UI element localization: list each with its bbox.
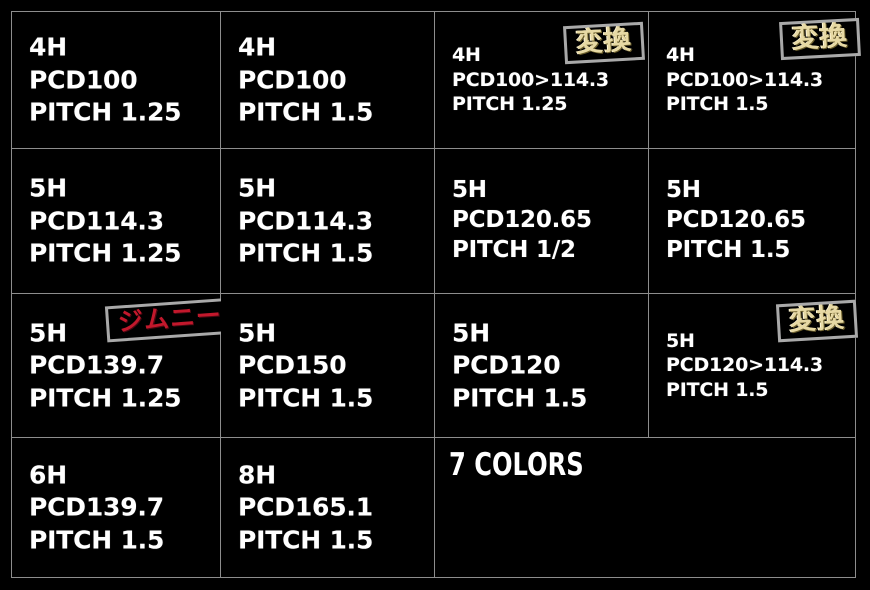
color-option-green: ✓ グリーン: [742, 484, 870, 523]
pitch-value: PITCH 1/2: [452, 236, 576, 263]
hole-count: 5H: [29, 317, 67, 347]
hole-count: 5H: [666, 329, 695, 352]
hole-count: 4H: [29, 32, 67, 62]
spec-text: 5H PCD150 PITCH 1.5: [238, 317, 373, 415]
spec-text: 5H PCD114.3 PITCH 1.5: [238, 172, 373, 270]
pitch-value: PITCH 1.25: [452, 93, 568, 116]
pitch-value: PITCH 1.5: [29, 524, 165, 554]
pcd-value: PCD150: [238, 350, 347, 380]
pcd-value: PCD100>114.3: [452, 68, 609, 91]
pitch-value: PITCH 1.25: [29, 382, 182, 412]
hole-count: 4H: [666, 43, 695, 66]
hole-count: 4H: [452, 43, 481, 66]
hole-count: 5H: [666, 177, 701, 204]
spec-text: 4H PCD100>114.3 PITCH 1.5: [666, 43, 823, 117]
colors-panel-title: 7 COLORS: [449, 447, 584, 483]
hole-count: 5H: [238, 317, 276, 347]
check-icon: ✓: [742, 495, 761, 520]
hole-count: 5H: [452, 317, 490, 347]
colors-panel: 7 COLORS ✓ ブラック ✓ パープル ✓ グリーン ✓ ブル: [419, 438, 870, 577]
spec-text: 5H PCD114.3 PITCH 1.25: [29, 172, 182, 270]
spec-text: 5H PCD120>114.3 PITCH 1.5: [666, 328, 823, 402]
spec-cell-r2c3: 5H PCD120.65 PITCH 1/2: [435, 149, 649, 294]
pcd-value: PCD139.7: [29, 350, 164, 380]
check-icon: ✓: [419, 535, 438, 560]
spec-cell-r2c4: 5H PCD120.65 PITCH 1.5: [649, 149, 855, 294]
color-option-red: ✓ レッド: [640, 524, 742, 563]
pitch-value: PITCH 1.5: [238, 97, 374, 127]
pcd-value: PCD100: [29, 64, 138, 94]
spec-cell-r1c4: 変換 4H PCD100>114.3 PITCH 1.5: [649, 12, 861, 149]
spec-grid: 4H PCD100 PITCH 1.25 4H PCD100 PITCH 1.5…: [11, 11, 870, 578]
pcd-value: PCD120: [452, 350, 561, 380]
spec-text: 8H PCD165.1 PITCH 1.5: [238, 459, 373, 557]
spec-cell-r1c2: 4H PCD100 PITCH 1.5: [221, 12, 435, 149]
spec-text: 5H PCD139.7 PITCH 1.25: [29, 317, 182, 415]
color-option-blue: ✓ ブルー: [419, 524, 521, 563]
spec-text: 4H PCD100>114.3 PITCH 1.25: [452, 43, 609, 117]
spec-cell-r2c1: 5H PCD114.3 PITCH 1.25: [12, 149, 221, 294]
hole-count: 4H: [238, 32, 276, 62]
spec-cell-r4c1: 6H PCD139.7 PITCH 1.5: [12, 438, 221, 577]
spec-text: 4H PCD100 PITCH 1.5: [238, 31, 373, 129]
color-option-gold: ✓ ゴールド: [751, 524, 870, 563]
color-option-pink: ✓ ピンク: [529, 524, 631, 563]
colors-row-1: ✓ ブラック ✓ パープル ✓ グリーン: [435, 484, 870, 523]
spec-cell-r3c1: ジムニー 5H PCD139.7 PITCH 1.25: [12, 294, 236, 438]
pitch-value: PITCH 1.5: [666, 93, 769, 116]
spec-cell-r4c2: 8H PCD165.1 PITCH 1.5: [221, 438, 435, 577]
pitch-value: PITCH 1.5: [666, 378, 769, 401]
pitch-value: PITCH 1.5: [666, 236, 791, 263]
pcd-value: PCD165.1: [238, 492, 373, 522]
pcd-value: PCD100: [238, 64, 347, 94]
spec-text: 6H PCD139.7 PITCH 1.5: [29, 459, 164, 557]
pitch-value: PITCH 1.25: [29, 97, 182, 127]
color-label: レッド: [659, 530, 742, 562]
color-option-black: ✓ ブラック: [445, 484, 574, 523]
spec-text: 5H PCD120.65 PITCH 1.5: [666, 176, 806, 266]
pitch-value: PITCH 1.5: [238, 382, 374, 412]
pcd-value: PCD120>114.3: [666, 354, 823, 377]
hole-count: 5H: [452, 177, 487, 204]
spec-cell-r3c4: 変換 5H PCD120>114.3 PITCH 1.5: [649, 294, 859, 438]
pcd-value: PCD100>114.3: [666, 68, 823, 91]
check-icon: ✓: [640, 535, 659, 560]
pitch-value: PITCH 1.25: [29, 238, 182, 268]
spec-text: 5H PCD120 PITCH 1.5: [452, 317, 587, 415]
color-label: ゴールド: [770, 530, 870, 562]
pcd-value: PCD120.65: [452, 207, 592, 234]
hole-count: 5H: [29, 173, 67, 203]
check-icon: ✓: [529, 535, 548, 560]
spec-cell-r1c3: 変換 4H PCD100>114.3 PITCH 1.25: [435, 12, 649, 149]
color-label: ピンク: [549, 530, 631, 562]
check-icon: ✓: [751, 535, 770, 560]
hole-count: 6H: [29, 459, 67, 489]
pitch-value: PITCH 1.5: [238, 238, 374, 268]
color-label: ブラック: [464, 490, 573, 522]
pitch-value: PITCH 1.5: [452, 382, 588, 412]
color-option-purple: ✓ パープル: [594, 484, 722, 523]
colors-row-2: ✓ ブルー ✓ ピンク ✓ レッド ✓ ゴールド: [419, 524, 870, 563]
spec-cell-r1c1: 4H PCD100 PITCH 1.25: [12, 12, 221, 149]
check-icon: ✓: [445, 495, 464, 520]
hole-count: 5H: [238, 173, 276, 203]
spec-cell-r3c3: 5H PCD120 PITCH 1.5: [435, 294, 649, 438]
spec-cell-r2c2: 5H PCD114.3 PITCH 1.5: [221, 149, 435, 294]
hole-count: 8H: [238, 459, 276, 489]
pcd-value: PCD114.3: [238, 205, 373, 235]
pcd-value: PCD139.7: [29, 492, 164, 522]
pcd-value: PCD114.3: [29, 205, 164, 235]
color-label: ブルー: [438, 530, 520, 562]
spec-text: 4H PCD100 PITCH 1.25: [29, 31, 182, 129]
color-label: グリーン: [762, 490, 870, 522]
spec-cell-r3c2: 5H PCD150 PITCH 1.5: [221, 294, 435, 438]
color-label: パープル: [614, 490, 722, 522]
pcd-value: PCD120.65: [666, 207, 806, 234]
spec-text: 5H PCD120.65 PITCH 1/2: [452, 176, 592, 266]
check-icon: ✓: [594, 495, 613, 520]
pitch-value: PITCH 1.5: [238, 524, 374, 554]
